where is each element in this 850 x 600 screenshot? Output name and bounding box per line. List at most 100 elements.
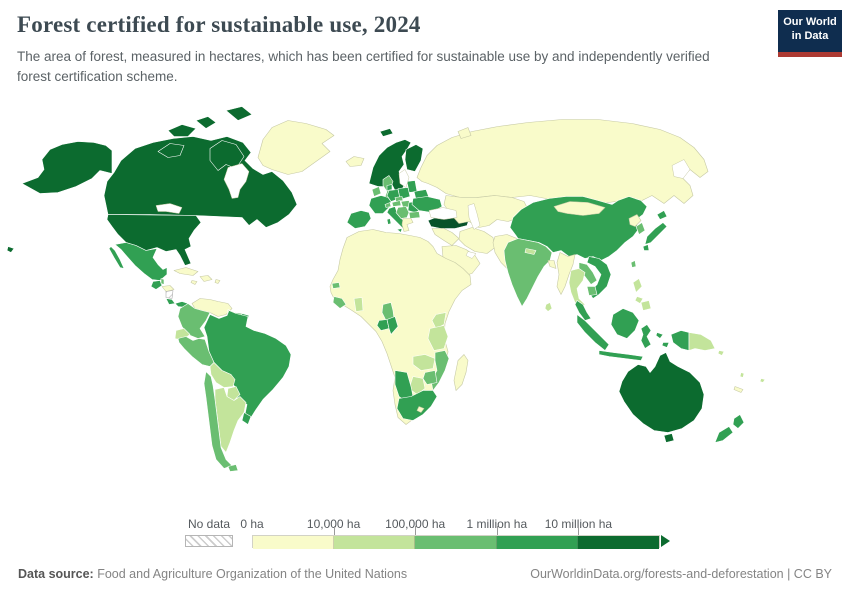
canada-arctic-island-1-region[interactable] — [157, 143, 185, 158]
canada-arctic-island-2-region[interactable] — [167, 124, 197, 137]
legend-bin-3[interactable] — [496, 536, 578, 549]
bolivia-region[interactable] — [209, 362, 236, 388]
sulawesi-region[interactable] — [640, 324, 652, 349]
canada-arctic-island-3-region[interactable] — [195, 116, 217, 129]
taiwan-region[interactable] — [630, 260, 637, 268]
moluccas-1-region[interactable] — [655, 332, 664, 339]
kazakhstan-central-asia-region[interactable] — [443, 195, 529, 228]
ghana-region[interactable] — [353, 297, 364, 312]
hispaniola-region[interactable] — [199, 275, 213, 282]
sri-lanka-region[interactable] — [544, 302, 553, 312]
south-korea-region[interactable] — [635, 222, 646, 235]
new-caledonia-region[interactable] — [733, 386, 744, 393]
mongolia-region[interactable] — [553, 201, 606, 216]
legend-bin-1[interactable] — [334, 536, 416, 549]
legend-bin-2[interactable] — [415, 536, 497, 549]
sierra-leone-liberia-region[interactable] — [332, 296, 347, 309]
gabon-region[interactable] — [376, 319, 390, 331]
page-title: Forest certified for sustainable use, 20… — [17, 12, 421, 37]
greece-region[interactable] — [401, 218, 414, 232]
papua-new-guinea-region[interactable] — [688, 332, 716, 351]
japan-hokkaido-region[interactable] — [656, 210, 668, 220]
ireland-region[interactable] — [371, 186, 382, 197]
zambia-region[interactable] — [412, 354, 436, 371]
sardinia-region[interactable] — [386, 218, 392, 225]
belize-region[interactable] — [160, 278, 165, 285]
myanmar-region[interactable] — [556, 252, 576, 295]
nicaragua-region[interactable] — [165, 290, 174, 299]
japan-honshu-region[interactable] — [644, 222, 668, 245]
legend-no-data-swatch[interactable] — [185, 535, 233, 547]
papua-west-region[interactable] — [670, 330, 690, 351]
thailand-region[interactable] — [568, 268, 586, 309]
vanuatu-region[interactable] — [739, 372, 745, 378]
legend-color-bar — [252, 535, 660, 549]
south-africa-region[interactable] — [396, 390, 438, 421]
austria-region[interactable] — [391, 200, 402, 207]
congo-region[interactable] — [386, 316, 399, 335]
north-korea-region[interactable] — [628, 214, 642, 227]
canada-region[interactable] — [103, 136, 298, 228]
zimbabwe-region[interactable] — [422, 370, 438, 385]
alaska-region[interactable] — [21, 141, 113, 194]
tanzania-region[interactable] — [427, 325, 449, 351]
philippines-luzon-region[interactable] — [632, 278, 643, 293]
fiji-region[interactable] — [759, 378, 766, 383]
czechia-region[interactable] — [394, 196, 404, 202]
citation-link[interactable]: OurWorldinData.org/forests-and-deforesta… — [530, 567, 832, 581]
iceland-region[interactable] — [345, 156, 365, 167]
mexico-region[interactable] — [114, 242, 168, 281]
bulgaria-region[interactable] — [408, 211, 421, 219]
nepal-region[interactable] — [524, 248, 537, 255]
australia-region[interactable] — [618, 352, 705, 433]
solomon-islands-region[interactable] — [717, 350, 725, 356]
senegal-region[interactable] — [331, 282, 341, 289]
hawaii-region[interactable] — [6, 246, 15, 253]
iberia-region[interactable] — [346, 210, 372, 229]
tierra-del-fuego-region[interactable] — [227, 464, 239, 472]
legend-bin-0[interactable] — [253, 536, 335, 549]
legend-bin-4[interactable] — [577, 536, 660, 549]
guatemala-region[interactable] — [150, 280, 163, 290]
denmark-region[interactable] — [386, 184, 393, 191]
paraguay-region[interactable] — [226, 386, 241, 401]
moluccas-2-region[interactable] — [661, 342, 670, 348]
madagascar-region[interactable] — [453, 354, 469, 391]
bangladesh-region[interactable] — [547, 260, 557, 269]
new-zealand-south-region[interactable] — [714, 426, 734, 443]
honduras-region[interactable] — [161, 285, 175, 292]
uruguay-region[interactable] — [241, 412, 252, 425]
svalbard-region[interactable] — [379, 128, 394, 137]
colombia-region[interactable] — [177, 303, 211, 339]
finland-region[interactable] — [404, 144, 424, 172]
france-region[interactable] — [368, 195, 392, 214]
costa-rica-region[interactable] — [165, 298, 176, 305]
borneo-region[interactable] — [610, 308, 640, 339]
sicily-region[interactable] — [396, 228, 403, 233]
lesotho-region[interactable] — [416, 406, 425, 413]
malaysia-region[interactable] — [574, 300, 592, 321]
iran-region[interactable] — [458, 227, 496, 254]
vietnam-region[interactable] — [586, 256, 612, 299]
united-states-region[interactable] — [106, 214, 202, 266]
switzerland-region[interactable] — [384, 202, 392, 208]
sumatra-region[interactable] — [576, 314, 610, 351]
new-zealand-north-region[interactable] — [732, 414, 745, 429]
japan-kyushu-region[interactable] — [642, 244, 650, 251]
levant-iraq-region[interactable] — [431, 228, 460, 246]
tasmania-region[interactable] — [663, 433, 675, 443]
balkans-region[interactable] — [395, 206, 410, 219]
java-region[interactable] — [598, 350, 644, 361]
india-region[interactable] — [503, 238, 553, 307]
novaya-zemlya-region[interactable] — [457, 127, 472, 139]
philippines-visayas-region[interactable] — [634, 296, 644, 304]
greenland-region[interactable] — [257, 120, 335, 175]
cambodia-region[interactable] — [586, 286, 598, 296]
baja-california-region[interactable] — [108, 246, 125, 269]
ellesmere-island-region[interactable] — [225, 106, 253, 121]
puerto-rico-region[interactable] — [214, 279, 221, 284]
jamaica-region[interactable] — [190, 280, 198, 285]
cuba-region[interactable] — [173, 267, 199, 276]
owid-logo[interactable]: Our World in Data — [778, 10, 842, 57]
philippines-mindanao-region[interactable] — [640, 300, 652, 311]
